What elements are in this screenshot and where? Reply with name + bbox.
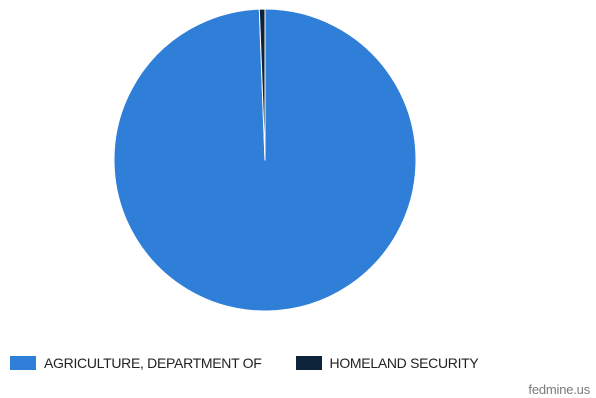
legend-swatch-homeland-security <box>295 356 322 370</box>
legend-label-homeland-security: HOMELAND SECURITY <box>329 355 479 371</box>
legend: AGRICULTURE, DEPARTMENT OF HOMELAND SECU… <box>10 355 512 371</box>
pie-chart <box>113 8 417 312</box>
pie-slice-homeland-security[interactable] <box>258 8 266 161</box>
legend-item-agriculture[interactable]: AGRICULTURE, DEPARTMENT OF <box>10 355 262 371</box>
legend-swatch-agriculture <box>10 356 36 370</box>
watermark: fedmine.us <box>528 382 590 397</box>
legend-item-homeland-security[interactable]: HOMELAND SECURITY <box>295 355 479 371</box>
legend-label-agriculture: AGRICULTURE, DEPARTMENT OF <box>44 355 262 371</box>
